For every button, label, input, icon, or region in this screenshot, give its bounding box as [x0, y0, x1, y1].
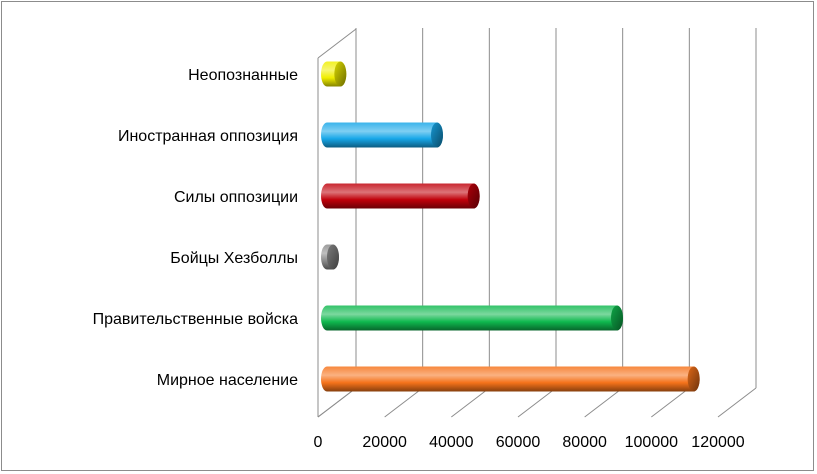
floor-gridline — [584, 387, 623, 418]
x-tick-labels: 0 20000 40000 60000 80000 100000 120000 — [314, 434, 745, 451]
category-label: Силы оппозиции — [174, 189, 298, 206]
bar — [321, 366, 700, 392]
category-labels: Мирное население Правительственные войска… — [93, 67, 298, 389]
bar-cap — [431, 122, 443, 148]
floor-gridline — [651, 387, 690, 418]
floor-gridline — [384, 387, 423, 418]
bar — [321, 305, 623, 331]
bar-body — [321, 305, 623, 331]
bar-body — [321, 122, 443, 148]
floor-gridline — [717, 387, 757, 418]
floor-gridline — [451, 387, 490, 418]
bar-body — [321, 183, 480, 209]
gridlines — [317, 28, 757, 418]
bar-body — [321, 366, 700, 392]
x-tick-label: 0 — [314, 434, 323, 451]
bar-cap — [611, 305, 623, 331]
bar-cap — [327, 244, 339, 270]
x-tick-label: 60000 — [496, 434, 541, 451]
category-label: Иностранная оппозиция — [118, 128, 298, 145]
bar — [321, 122, 443, 148]
x-tick-label: 40000 — [429, 434, 474, 451]
x-tick-label: 20000 — [362, 434, 407, 451]
bar — [321, 61, 347, 87]
category-label: Правительственные войска — [93, 311, 298, 328]
x-tick-label: 100000 — [625, 434, 678, 451]
bar-cap — [467, 183, 480, 209]
wall-top-edge — [317, 28, 357, 59]
x-tick-label: 80000 — [562, 434, 607, 451]
x-tick-label: 120000 — [691, 434, 744, 451]
floor-gridline — [517, 387, 557, 418]
bar — [321, 244, 339, 270]
bar-cap — [334, 61, 347, 87]
category-label: Бойцы Хезболлы — [170, 250, 298, 267]
bar-cap — [687, 366, 700, 392]
bars — [321, 61, 700, 392]
floor-gridline — [317, 387, 357, 418]
category-label: Неопознанные — [188, 67, 298, 84]
bar — [321, 183, 480, 209]
category-label: Мирное население — [157, 372, 298, 389]
